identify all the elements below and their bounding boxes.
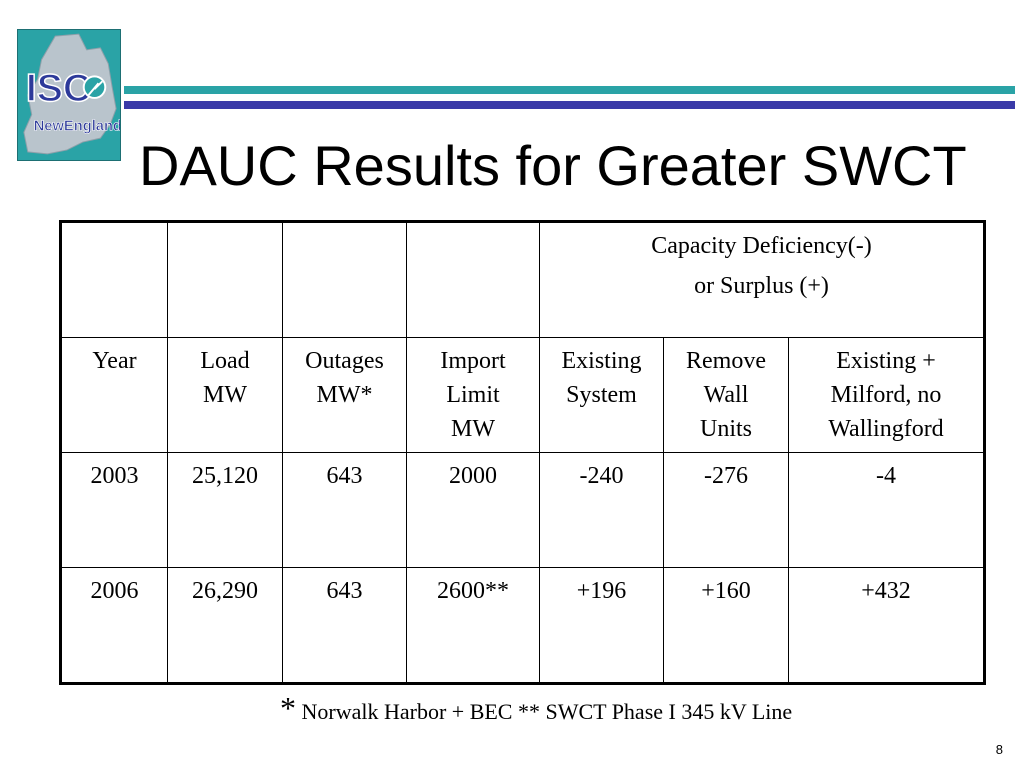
iso-new-england-logo: ISO NewEngland [17,29,121,161]
header-line: Remove [686,348,766,374]
cell-remove-wall-units: -276 [663,452,789,568]
cell-import-limit: 2000 [406,452,540,568]
header-line: Year [92,348,137,374]
dauc-results-table: Capacity Deficiency(-) or Surplus (+) Ye… [59,220,986,685]
table-row: 2006 26,290 643 2600** +196 +160 +432 [60,567,985,684]
header-line: Milford, no [830,382,942,408]
cell-year: 2006 [60,567,168,684]
cell-existing-system: -240 [539,452,664,568]
empty-header-cell [406,221,540,338]
header-line: MW [451,416,495,442]
empty-header-cell [282,221,407,338]
new-england-map-icon: ISO NewEngland [23,33,120,155]
footnote-star: * [280,690,296,726]
cell-import-limit: 2600** [406,567,540,684]
group-header-line: Capacity Deficiency(-) [651,233,872,259]
cell-existing-milford: -4 [788,452,985,568]
cell-remove-wall-units: +160 [663,567,789,684]
header-existing-milford: Existing + Milford, no Wallingford [788,337,985,453]
header-line: Import [440,348,506,374]
accent-bar-navy [124,101,1015,109]
header-line: Existing [561,348,642,374]
slide-title: DAUC Results for Greater SWCT [139,134,967,197]
capacity-group-header: Capacity Deficiency(-) or Surplus (+) [539,221,985,338]
column-header-row: Year Load MW Outages MW* Import Limit MW Exi… [60,337,985,453]
page-number: 8 [995,742,1003,757]
header-line: Limit [446,382,500,408]
footnote: * Norwalk Harbor + BEC ** SWCT Phase I 3… [280,690,792,727]
header-line: Units [699,416,752,442]
footnote-text: Norwalk Harbor + BEC ** SWCT Phase I 345… [301,699,793,724]
cell-outages: 643 [282,567,407,684]
header-outages: Outages MW* [282,337,407,453]
header-load: Load MW [167,337,283,453]
header-year: Year [60,337,168,453]
header-remove-wall-units: Remove Wall Units [663,337,789,453]
empty-header-cell [60,221,168,338]
group-header-row: Capacity Deficiency(-) or Surplus (+) [60,221,985,338]
logo-newengland-text: NewEngland [34,118,120,134]
header-line: MW [203,382,247,408]
cell-load: 25,120 [167,452,283,568]
header-line: MW* [316,382,373,408]
header-line: Outages [305,348,384,374]
header-line: Existing + [836,348,936,374]
header-line: Wall [703,382,749,408]
header-line: Wallingford [828,416,944,442]
logo-iso-text: ISO [26,66,94,110]
cell-load: 26,290 [167,567,283,684]
group-header-line: or Surplus (+) [694,273,829,299]
cell-year: 2003 [60,452,168,568]
header-existing-system: Existing System [539,337,664,453]
header-line: System [566,382,637,408]
header-line: Load [200,348,250,374]
cell-outages: 643 [282,452,407,568]
empty-header-cell [167,221,283,338]
table-row: 2003 25,120 643 2000 -240 -276 -4 [60,452,985,568]
cell-existing-system: +196 [539,567,664,684]
cell-existing-milford: +432 [788,567,985,684]
accent-bar-teal [124,86,1015,94]
header-import-limit: Import Limit MW [406,337,540,453]
